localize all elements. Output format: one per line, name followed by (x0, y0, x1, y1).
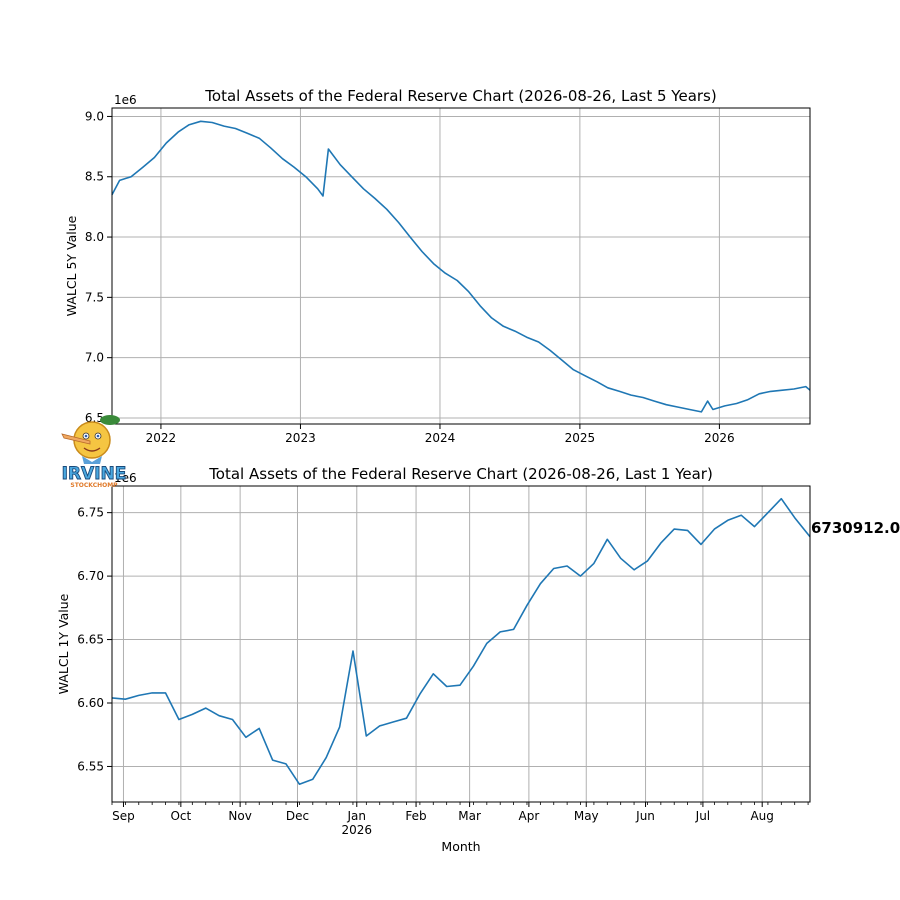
logo-nose-icon (61, 433, 91, 445)
chart-5y-multiplier: 1e6 (114, 93, 137, 107)
chart-5y-axes-frame (111, 107, 811, 425)
chart-1y-x-tick-label: Nov (228, 809, 251, 823)
chart-5y-title: Total Assets of the Federal Reserve Char… (204, 87, 716, 105)
chart-1y-x-tick-label: Sep (112, 809, 135, 823)
chart-5y-x-tick-label: 2025 (565, 431, 596, 445)
chart-5y-x-ticks: 2022 2023 2024 2025 2026 (146, 424, 735, 445)
chart-1y-x-tick-label: Feb (405, 809, 426, 823)
chart-5y-y-tick-label: 7.0 (85, 351, 104, 365)
chart-1y-panel: Total Assets of the Federal Reserve Char… (56, 465, 900, 854)
chart-1y-x-tick-label: Jul (695, 809, 710, 823)
chart-1y-y-tick-label: 6.75 (77, 506, 104, 520)
chart-5y-x-tick-label: 2026 (704, 431, 735, 445)
chart-1y-xlabel: Month (441, 839, 480, 854)
chart-1y-x-tick-sublabel: 2026 (342, 823, 373, 837)
chart-5y-x-tick-label: 2023 (285, 431, 316, 445)
chart-5y-panel: Total Assets of the Federal Reserve Char… (64, 87, 811, 445)
logo-leaf-icon (100, 415, 120, 425)
irvine-logo: IRVINE STOCKCHOMP (61, 415, 127, 489)
chart-1y-x-tick-label: Apr (519, 809, 540, 823)
chart-1y-x-tick-label: Oct (170, 809, 191, 823)
chart-1y-title: Total Assets of the Federal Reserve Char… (208, 465, 713, 483)
chart-1y-last-value-label: 6730912.00 (811, 519, 900, 537)
chart-1y-ylabel: WALCL 1Y Value (56, 593, 71, 694)
chart-1y-series-line (111, 497, 811, 785)
logo-text: IRVINE (62, 464, 127, 484)
chart-5y-series-line (111, 120, 811, 413)
chart-5y-y-tick-label: 9.0 (85, 109, 104, 123)
logo-subtext: STOCKCHOMP (70, 482, 118, 489)
chart-1y-grid (112, 486, 810, 802)
chart-1y-x-tick-label: Mar (458, 809, 481, 823)
chart-5y-x-tick-label: 2022 (146, 431, 177, 445)
chart-1y-multiplier: 1e6 (114, 471, 137, 485)
chart-1y-x-tick-label: May (574, 809, 599, 823)
chart-5y-grid (112, 108, 810, 424)
chart-1y-y-tick-label: 6.60 (77, 696, 104, 710)
chart-1y-y-tick-label: 6.65 (77, 633, 104, 647)
chart-1y-y-tick-label: 6.70 (77, 569, 104, 583)
chart-5y-y-tick-label: 8.5 (85, 170, 104, 184)
chart-5y-x-tick-label: 2024 (425, 431, 456, 445)
chart-5y-y-tick-label: 8.0 (85, 230, 104, 244)
chart-1y-x-tick-label: Jan (347, 809, 367, 823)
chart-1y-y-ticks: 6.55 6.60 6.65 6.70 6.75 (77, 506, 112, 773)
chart-5y-ylabel: WALCL 5Y Value (64, 215, 79, 316)
chart-1y-x-tick-label: Jun (635, 809, 655, 823)
chart-1y-y-tick-label: 6.55 (77, 759, 104, 773)
chart-5y-y-tick-label: 7.5 (85, 290, 104, 304)
chart-1y-x-tick-label: Aug (750, 809, 773, 823)
chart-1y-axes-frame (111, 485, 811, 803)
chart-1y-x-tick-label: Dec (286, 809, 309, 823)
chart-5y-y-ticks: 6.57.07.58.08.59.0 (85, 109, 112, 425)
